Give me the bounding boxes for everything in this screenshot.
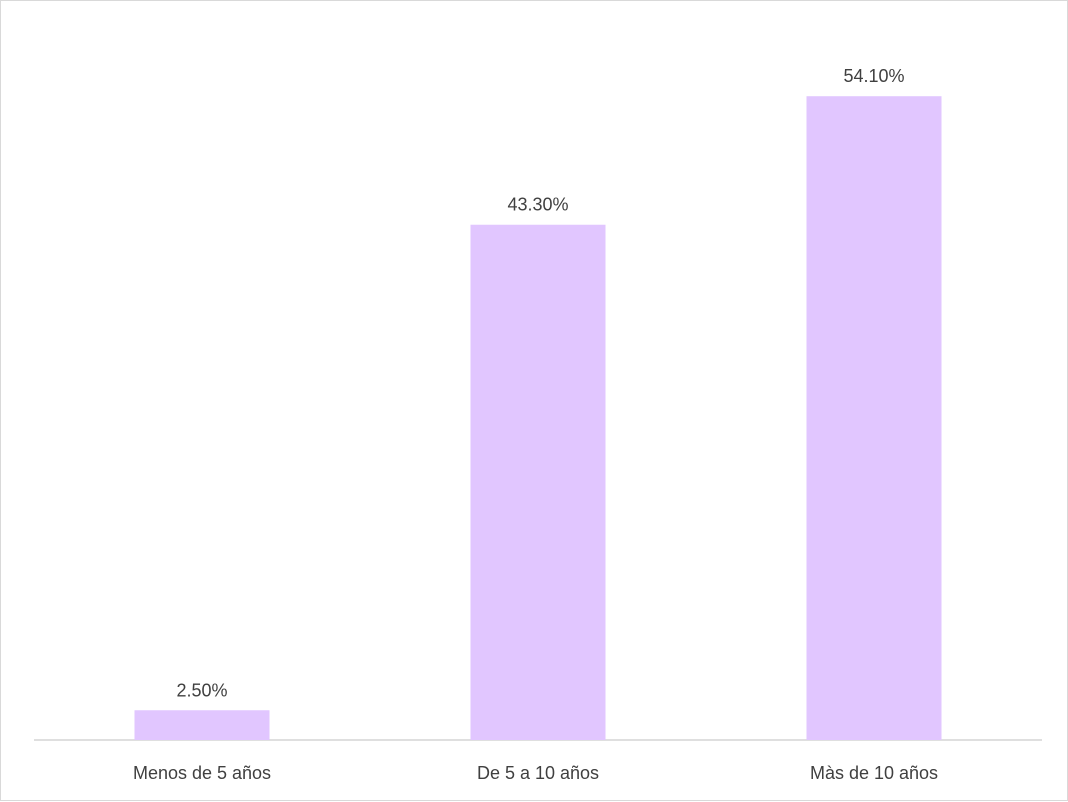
bar-1 <box>134 710 270 740</box>
x-tick-label-2: De 5 a 10 años <box>477 763 599 783</box>
data-label-3: 54.10% <box>843 66 904 86</box>
bar-3 <box>806 96 942 740</box>
data-label-2: 43.30% <box>507 195 568 215</box>
x-tick-label-1: Menos de 5 años <box>133 763 271 783</box>
bar-2 <box>470 224 606 741</box>
data-label-1: 2.50% <box>176 680 227 700</box>
x-tick-label-3: Màs de 10 años <box>810 763 938 783</box>
